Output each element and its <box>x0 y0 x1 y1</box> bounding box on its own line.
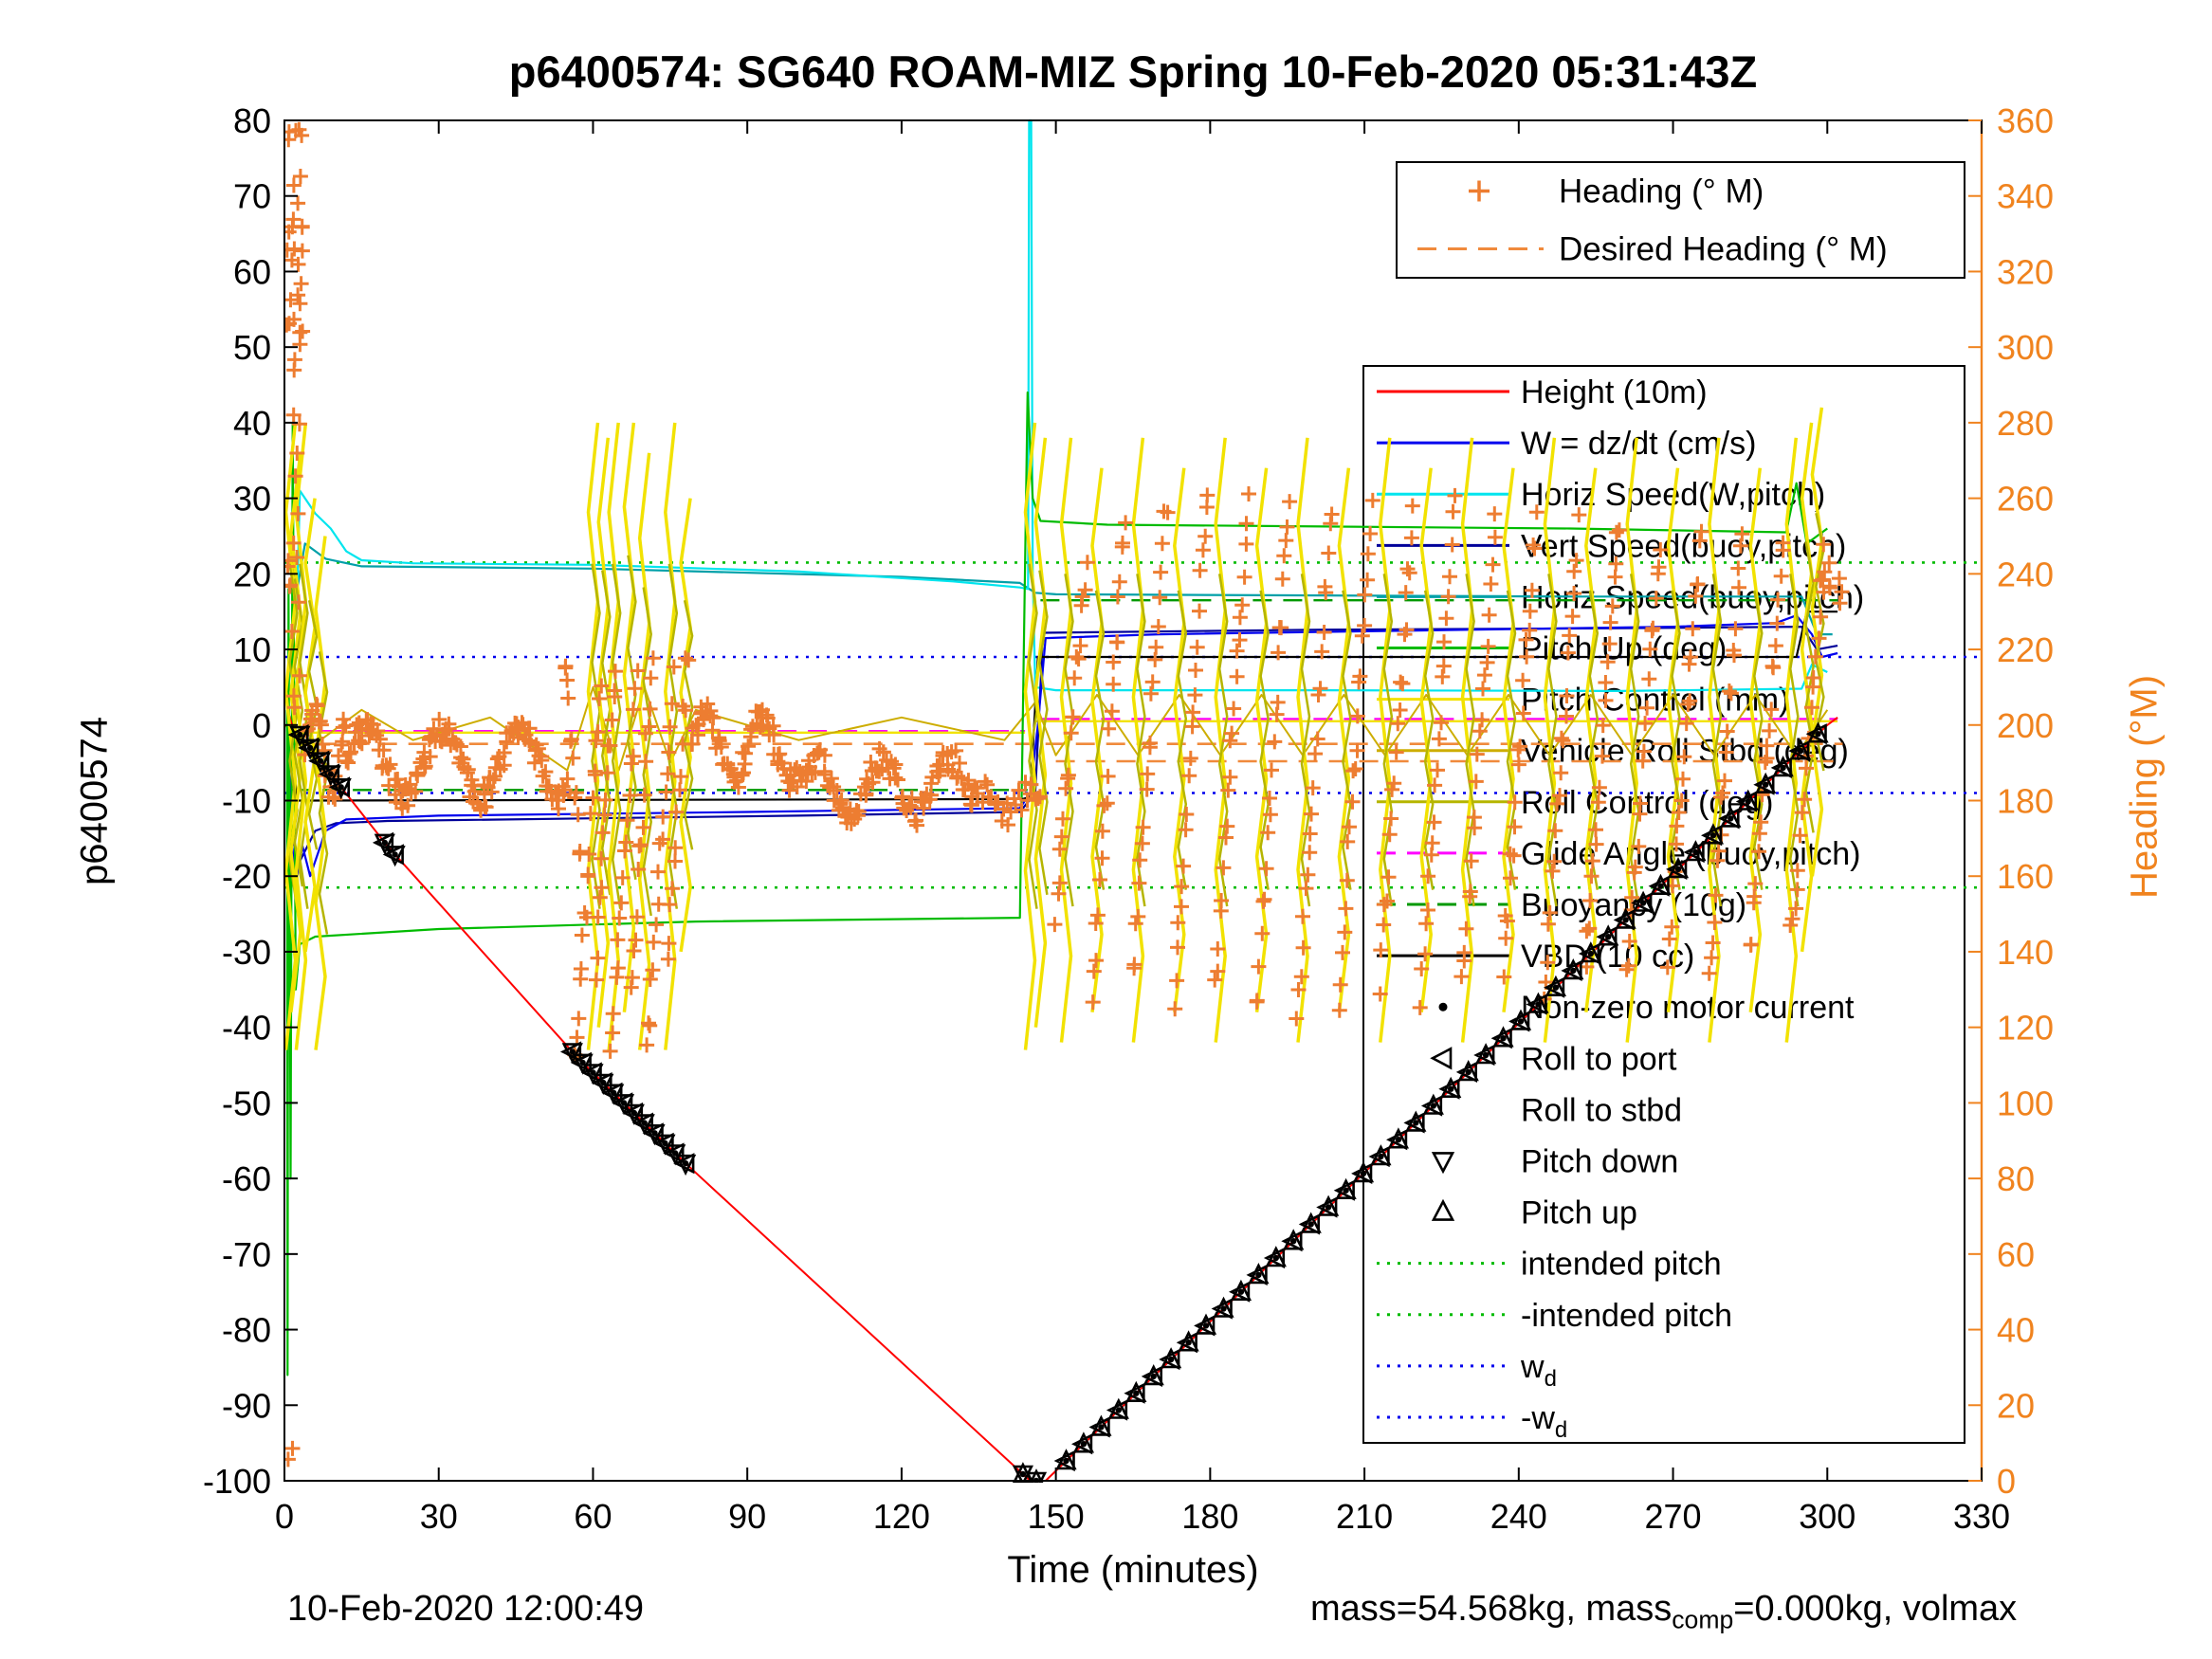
series-horiz-speed-buoy-pitch <box>293 542 1833 636</box>
svg-text:240: 240 <box>1997 555 2054 593</box>
svg-text:220: 220 <box>1997 630 2054 669</box>
svg-text:-40: -40 <box>222 1009 271 1048</box>
svg-text:10: 10 <box>233 630 271 669</box>
chart-title: p6400574: SG640 ROAM-MIZ Spring 10-Feb-2… <box>508 46 1758 97</box>
svg-text:30: 30 <box>233 480 271 519</box>
svg-text:70: 70 <box>233 177 271 216</box>
svg-text:150: 150 <box>1028 1497 1085 1536</box>
svg-text:Pitch up: Pitch up <box>1521 1195 1637 1231</box>
svg-text:40: 40 <box>1997 1311 2035 1350</box>
svg-text:180: 180 <box>1181 1497 1238 1536</box>
series-vert-speed-buoy-pitch <box>285 625 1838 863</box>
svg-text:160: 160 <box>1997 857 2054 896</box>
series-horiz-speed-w-pitch <box>285 118 1828 703</box>
svg-text:270: 270 <box>1645 1497 1702 1536</box>
svg-text:210: 210 <box>1336 1497 1393 1536</box>
svg-text:Desired Heading (° M): Desired Heading (° M) <box>1559 231 1888 268</box>
timestamp-label: 10-Feb-2020 12:00:49 <box>287 1589 645 1629</box>
svg-text:20: 20 <box>1997 1386 2035 1425</box>
plot-data <box>283 118 1982 1483</box>
svg-text:-60: -60 <box>222 1159 271 1198</box>
svg-text:50: 50 <box>233 328 271 367</box>
heading-scatter <box>283 121 1850 1468</box>
svg-text:-intended pitch: -intended pitch <box>1521 1298 1732 1334</box>
svg-text:30: 30 <box>420 1497 458 1536</box>
svg-text:20: 20 <box>233 555 271 593</box>
svg-text:-30: -30 <box>222 933 271 972</box>
svg-text:90: 90 <box>728 1497 766 1536</box>
mass-suffix: =0.000kg, volmax <box>1733 1589 2018 1629</box>
axes: 0 30 60 90 120 150 180 210 240 270 300 330-100-90-8… <box>203 101 2054 1536</box>
svg-text:300: 300 <box>1799 1497 1856 1536</box>
svg-text:Non-zero motor current: Non-zero motor current <box>1521 990 1855 1026</box>
svg-text:340: 340 <box>1997 177 2054 216</box>
svg-text:60: 60 <box>233 252 271 291</box>
svg-text:40: 40 <box>233 404 271 443</box>
svg-text:-wd: -wd <box>1521 1400 1567 1443</box>
svg-text:80: 80 <box>233 101 271 140</box>
svg-text:Pitch down: Pitch down <box>1521 1143 1678 1179</box>
svg-text:Roll to stbd: Roll to stbd <box>1521 1092 1682 1128</box>
svg-text:Heading (° M): Heading (° M) <box>1559 173 1764 210</box>
svg-text:intended pitch: intended pitch <box>1521 1247 1722 1283</box>
svg-text:-50: -50 <box>222 1084 271 1122</box>
svg-text:-20: -20 <box>222 857 271 896</box>
svg-text:Pitch Up (deg): Pitch Up (deg) <box>1521 631 1727 667</box>
pitch-roll-event-markers <box>287 721 1829 1483</box>
svg-text:-10: -10 <box>222 782 271 821</box>
x-axis-label: Time (minutes) <box>1007 1549 1259 1591</box>
svg-text:0: 0 <box>275 1497 294 1536</box>
svg-text:300: 300 <box>1997 328 2054 367</box>
series-pitch-up-deg <box>285 391 1828 1376</box>
svg-text:-80: -80 <box>222 1311 271 1350</box>
svg-text:60: 60 <box>574 1497 612 1536</box>
svg-text:200: 200 <box>1997 706 2054 745</box>
svg-text:80: 80 <box>1997 1159 2035 1198</box>
svg-text:360: 360 <box>1997 101 2054 140</box>
svg-text:wd: wd <box>1520 1349 1557 1392</box>
svg-text:60: 60 <box>1997 1235 2035 1274</box>
svg-text:100: 100 <box>1997 1084 2054 1122</box>
svg-text:280: 280 <box>1997 404 2054 443</box>
svg-text:120: 120 <box>873 1497 930 1536</box>
svg-text:-90: -90 <box>222 1386 271 1425</box>
svg-text:180: 180 <box>1997 782 2054 821</box>
series-desired-heading <box>286 742 1843 763</box>
mass-prefix: mass=54.568kg, mass <box>1310 1589 1673 1629</box>
svg-text:260: 260 <box>1997 480 2054 519</box>
svg-text:-100: -100 <box>203 1462 271 1501</box>
svg-text:Height (10m): Height (10m) <box>1521 374 1708 410</box>
svg-text:0: 0 <box>1997 1462 2016 1501</box>
svg-text:330: 330 <box>1953 1497 2010 1536</box>
svg-text:140: 140 <box>1997 933 2054 972</box>
mass-label: mass=54.568kg, masscomp=0.000kg, volmax <box>1310 1589 2212 1635</box>
svg-text:Roll to port: Roll to port <box>1521 1041 1677 1077</box>
mass-subscript: comp <box>1672 1605 1734 1634</box>
svg-text:120: 120 <box>1997 1009 2054 1048</box>
legend-heading: Heading (° M) Desired Heading (° M) <box>1396 161 1965 279</box>
svg-text:240: 240 <box>1490 1497 1547 1536</box>
svg-text:W = dz/dt (cm/s): W = dz/dt (cm/s) <box>1521 426 1756 462</box>
svg-text:0: 0 <box>252 706 271 745</box>
svg-text:-70: -70 <box>222 1235 271 1274</box>
svg-text:320: 320 <box>1997 252 2054 291</box>
